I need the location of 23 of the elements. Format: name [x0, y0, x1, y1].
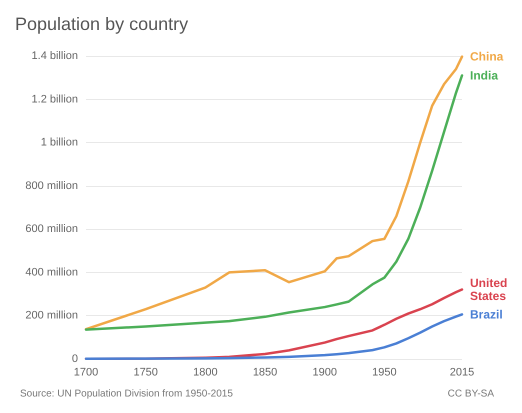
y-tick-label: 600 million — [25, 223, 78, 236]
x-tick-label: 1750 — [133, 366, 158, 378]
x-tick-label: 1800 — [193, 366, 218, 378]
x-tick-label: 1850 — [252, 366, 278, 378]
y-tick-label: 200 million — [25, 310, 78, 322]
y-tick-label: 1.2 billion — [32, 93, 78, 106]
chart-title: Population by country — [15, 14, 188, 34]
y-tick-label: 1 billion — [40, 136, 78, 149]
text: CC BY-SA — [448, 388, 494, 400]
series-label: Brazil — [470, 307, 503, 322]
y-tick-label: 0 — [72, 353, 78, 365]
y-tick-label: 1.4 billion — [32, 50, 78, 62]
y-tick-label: 800 million — [25, 180, 78, 192]
series-label: China — [470, 50, 504, 64]
x-tick-label: 1950 — [372, 366, 397, 378]
line-series — [84, 313, 464, 360]
x-tick-label: 1900 — [312, 366, 337, 378]
series-label: India — [470, 68, 498, 82]
source-note: Source: UN Population Division from 1950-2015 — [20, 388, 234, 400]
x-tick-label: 1700 — [74, 366, 98, 378]
x-tick-label: 2015 — [450, 366, 474, 378]
y-tick-label: 400 million — [25, 266, 78, 278]
series-label: United States — [470, 276, 511, 304]
